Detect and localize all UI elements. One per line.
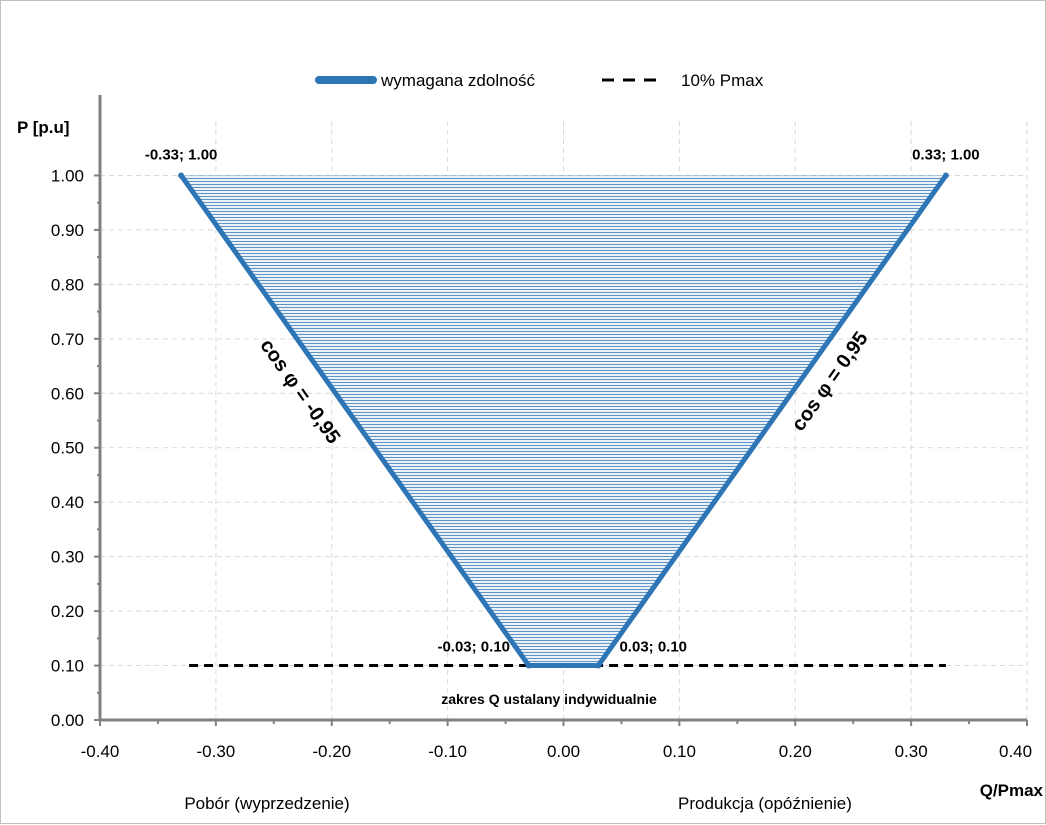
data-point [942,172,949,179]
data-point [178,172,185,179]
x-tick-label: 0.00 [547,742,580,761]
axes: 0.00 0.10 0.20 0.30 0.40 0.50 0.60 0.70 0.80 0.90… [51,95,1032,761]
y-axis-title: P [p.u] [17,118,70,137]
capability-area-fill [181,175,946,666]
legend: wymagana zdolność 10% Pmax [315,71,764,90]
y-tick-label: 0.70 [51,330,84,349]
x-tick-label: -0.40 [81,742,120,761]
y-tick-label: 0.30 [51,548,84,567]
right-region-label: Produkcja (opóźnienie) [678,794,852,813]
q-range-label: zakres Q ustalany indywidualnie [441,691,657,707]
left-region-label: Pobór (wyprzedzenie) [184,794,349,813]
data-point [525,662,532,669]
y-tick-label: 0.50 [51,439,84,458]
y-tick-label: 0.80 [51,275,84,294]
legend-label-10pct-pmax: 10% Pmax [681,71,764,90]
x-tick-label: 0.20 [779,742,812,761]
x-tick-label: 0.10 [663,742,696,761]
x-tick-label: -0.30 [197,742,236,761]
y-tick-label: 0.10 [51,657,84,676]
capability-area [181,175,946,666]
x-tick-label: 0.40 [999,742,1032,761]
x-tick-label: -0.20 [312,742,351,761]
y-tick-label: 0.60 [51,384,84,403]
point-label: -0.03; 0.10 [437,639,510,656]
series-required-capability-line [178,172,949,669]
point-label: -0.33; 1.00 [145,146,218,163]
series-lines [178,172,949,669]
y-tick-label: 1.00 [51,166,84,185]
y-tick-label: 0.40 [51,493,84,512]
point-label: 0.03; 0.10 [619,639,687,656]
y-tick-label: 0.90 [51,221,84,240]
y-tick-label: 0.00 [51,711,84,730]
y-tick-label: 0.20 [51,602,84,621]
x-axis-title: Q/Pmax [980,781,1044,800]
point-label: 0.33; 1.00 [912,146,980,163]
legend-label-required-capability: wymagana zdolność [380,71,536,90]
x-tick-label: -0.10 [428,742,467,761]
x-tick-label: 0.30 [895,742,928,761]
data-point [595,662,602,669]
